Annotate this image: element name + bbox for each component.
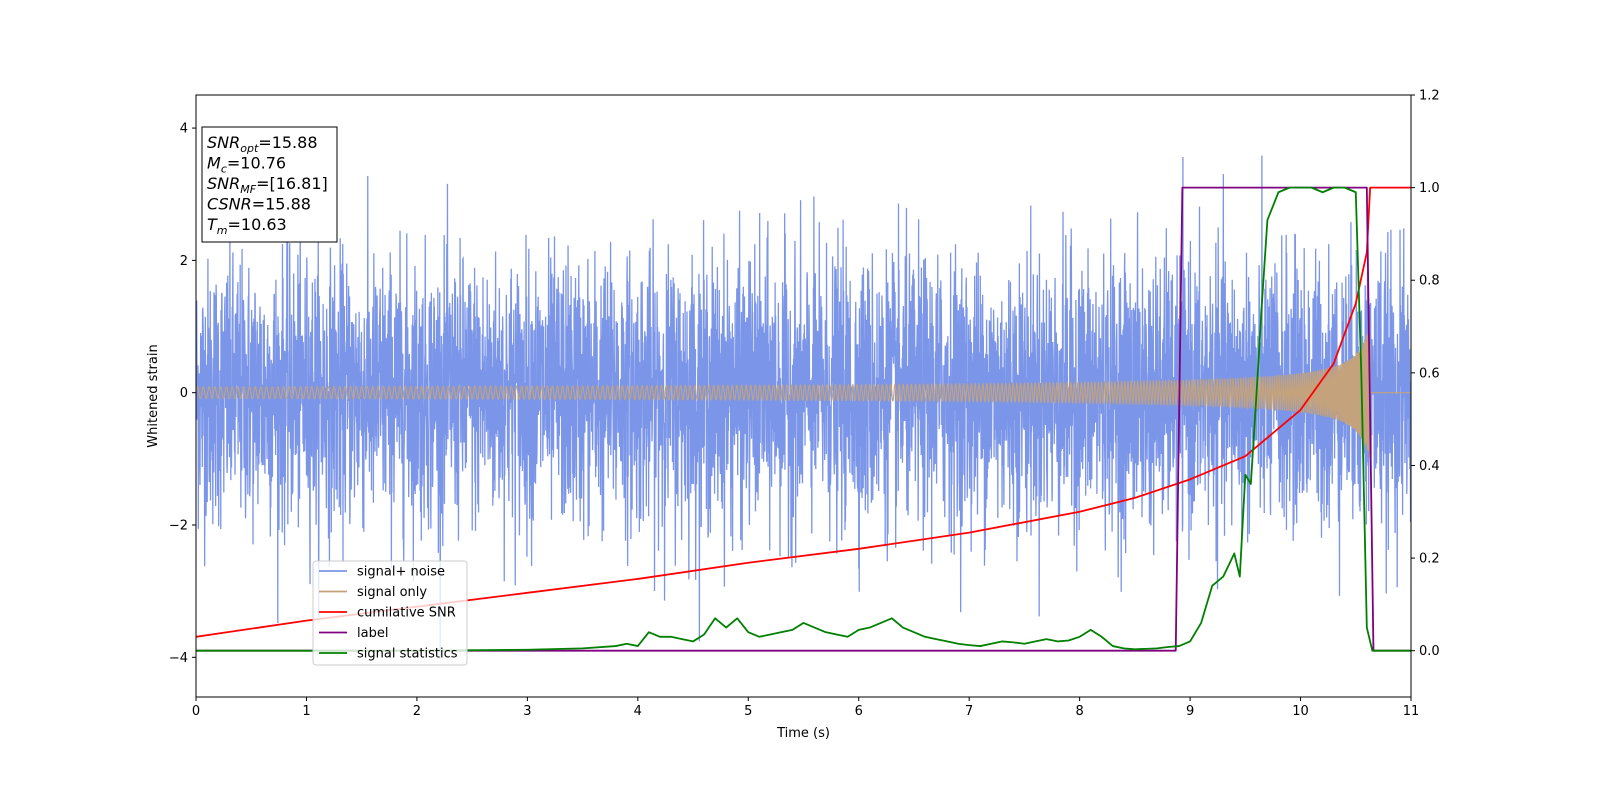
x-tick-label: 5	[744, 704, 752, 719]
info-line: Tm=10.63	[207, 215, 287, 237]
x-tick-label: 1	[302, 704, 310, 719]
x-tick-label: 9	[1186, 704, 1194, 719]
info-box: SNRopt=15.88Mc=10.76SNRMF=[16.81]CSNR=15…	[201, 126, 338, 243]
info-box-frame	[201, 126, 338, 243]
x-tick-label: 3	[523, 704, 531, 719]
legend: signal+ noise signal only cumilative SNR la…	[312, 560, 468, 666]
y2-tick-label: 0.8	[1419, 274, 1440, 289]
y-tick-label: 4	[180, 122, 188, 137]
y2-tick-label: 0.2	[1419, 552, 1440, 567]
x-tick-label: 6	[855, 704, 863, 719]
x-tick-label: 10	[1292, 704, 1309, 719]
x-axis-ticks: 0 1 2 3 4 5 6 7 8 9 10 11	[192, 697, 1419, 719]
x-tick-label: 4	[634, 704, 642, 719]
signal-statistics-line	[196, 186, 1411, 652]
y-tick-label: 0	[180, 386, 188, 401]
info-line: SNRMF=[16.81]	[207, 174, 328, 196]
signal-noise-line	[196, 155, 1411, 659]
y2-tick-label: 0.6	[1419, 366, 1440, 381]
right-axis-series	[196, 186, 1411, 652]
y2-tick-label: 0.0	[1419, 644, 1440, 659]
y-tick-label: 2	[180, 254, 188, 269]
legend-label: signal only	[357, 585, 427, 600]
x-tick-label: 0	[192, 704, 200, 719]
y2-axis-ticks: 0.0 0.2 0.4 0.6 0.8 1.0 1.2	[1411, 89, 1440, 659]
legend-label: cumilative SNR	[357, 606, 456, 621]
legend-label: label	[357, 626, 388, 641]
cumilative-snr-line	[196, 186, 1411, 638]
x-tick-label: 7	[965, 704, 973, 719]
y-axis-label: Whitened strain	[146, 344, 161, 447]
info-line: CSNR=15.88	[207, 195, 311, 214]
y-axis-ticks: −4 −2 0 2 4	[169, 122, 196, 666]
legend-label: signal statistics	[357, 647, 458, 662]
signal-only-line	[196, 323, 1411, 458]
x-axis-label: Time (s)	[776, 726, 830, 741]
legend-frame	[312, 560, 468, 666]
info-line: SNRopt=15.88	[207, 133, 318, 155]
info-line: Mc=10.76	[207, 154, 286, 176]
y2-tick-label: 1.0	[1419, 181, 1440, 196]
x-tick-label: 2	[413, 704, 421, 719]
x-tick-label: 11	[1403, 704, 1420, 719]
y-tick-label: −4	[169, 651, 188, 666]
y2-tick-label: 0.4	[1419, 459, 1440, 474]
y-tick-label: −2	[169, 519, 188, 534]
signal-noise-series	[196, 155, 1411, 659]
legend-label: signal+ noise	[357, 565, 445, 580]
plot-frame	[195, 94, 1412, 698]
y2-tick-label: 1.2	[1419, 89, 1440, 104]
signal-only-series	[196, 323, 1411, 458]
x-tick-label: 8	[1075, 704, 1083, 719]
